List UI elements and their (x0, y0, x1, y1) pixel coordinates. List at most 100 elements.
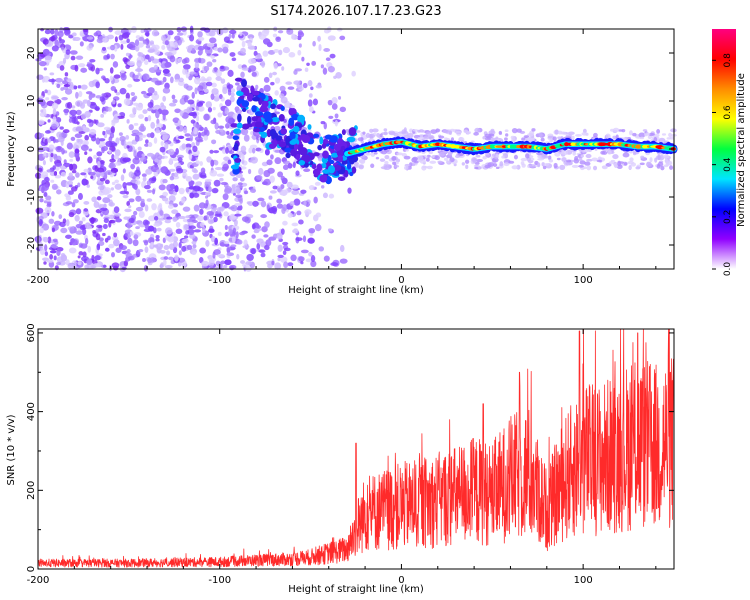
spectrogram-dot (71, 105, 76, 109)
spectrogram-dot (287, 86, 295, 90)
spectrogram-dot (185, 230, 190, 235)
spectrogram-ridge-blob (336, 149, 345, 157)
spectrogram-dot (74, 214, 80, 222)
spectrogram-dot (223, 156, 230, 161)
spectrogram-dot (77, 261, 82, 266)
spectrogram-dot (141, 173, 147, 178)
spectrogram-ridge-blob (333, 164, 342, 171)
spectrogram-dot (216, 173, 225, 177)
spectrogram-dot (482, 155, 487, 160)
spectrogram-dot (235, 82, 240, 86)
spectrogram-dot (592, 165, 598, 171)
spectrogram-dot (231, 88, 236, 93)
spectrogram-ridge-blob (301, 134, 311, 144)
spectrogram-dot (146, 189, 153, 193)
spectrogram-dot (426, 165, 433, 170)
spectrogram-ridge-blob (250, 85, 255, 93)
spectrogram-dot (111, 154, 115, 160)
spectrogram-dot (86, 184, 90, 188)
spectrogram-ridge-blob (333, 143, 342, 152)
spectrogram-dot (193, 229, 202, 233)
spectrogram-dot (217, 231, 222, 237)
spectrogram-dot (135, 226, 140, 230)
colorbar-tick-label: 0.0 (723, 262, 733, 277)
spectrogram-dot (114, 149, 121, 157)
spectrogram-dot (76, 121, 80, 125)
spectrogram-ridge-blob (290, 148, 296, 157)
spectrogram-dot (110, 44, 116, 51)
spectrogram-dot (51, 211, 55, 217)
spectrogram-dot (79, 41, 84, 47)
spectrogram-ridge-blob (313, 133, 320, 138)
spectrogram-dot (224, 225, 228, 230)
spectrogram-dot (208, 259, 215, 267)
spectrogram-dot (223, 211, 229, 217)
spectrogram-dot (531, 128, 536, 132)
spectrogram-dot (303, 168, 311, 173)
spectrogram-dot (350, 141, 355, 146)
spectrogram-dot (131, 106, 137, 115)
spectrogram-dot (313, 196, 318, 204)
spectrogram-dot (156, 154, 163, 160)
spectrogram-dot (46, 201, 52, 206)
spectrogram-dot (162, 76, 167, 83)
spectrogram-dot (322, 192, 328, 199)
spectrogram-dot (277, 171, 284, 178)
spectrogram-dot (607, 150, 612, 155)
spectrogram-dot (282, 241, 289, 246)
spectrogram-dot (159, 146, 166, 153)
spectrogram-dot (540, 137, 545, 142)
spectrogram-dot (327, 35, 336, 41)
spectrogram-dot (383, 128, 388, 132)
spectrogram-dot (194, 87, 198, 95)
spectrogram-dot (281, 66, 285, 71)
spectrogram-dot (78, 251, 84, 256)
spectrogram-dot (409, 128, 413, 133)
spectrogram-dot (304, 67, 309, 72)
spectrogram-dot (133, 234, 139, 240)
spectrogram-dot (60, 227, 68, 234)
spectrogram-dot (222, 46, 229, 54)
spectrogram-dot (213, 179, 221, 187)
spectrogram-dot (255, 147, 262, 152)
spectrogram-dot (135, 39, 140, 47)
spectrogram-dot (137, 72, 141, 77)
spectrogram-dot (174, 73, 181, 81)
spectrogram-dot (131, 25, 137, 34)
spectrogram-dot (632, 132, 637, 137)
spectrogram-dot (575, 134, 582, 137)
spectrogram-dot (214, 160, 219, 166)
spectrogram-dot (42, 257, 49, 261)
spectrogram-dot (47, 138, 52, 143)
spectrogram-dot (140, 198, 145, 203)
spectrogram-dot (44, 89, 48, 94)
spectrogram-dot (360, 137, 364, 141)
spectrogram-dot (127, 237, 133, 245)
spectrogram-dot (62, 218, 67, 224)
spectrogram-dot (231, 184, 236, 189)
spectrogram-dot (292, 161, 296, 169)
spectrogram-dot (62, 80, 68, 85)
spectrogram-dot (126, 249, 131, 254)
spectrogram-dot (172, 117, 180, 123)
spectrogram-x-tick-label: 100 (574, 275, 593, 286)
spectrogram-dot (549, 139, 553, 143)
spectrogram-dot (193, 77, 201, 85)
spectrogram-dot (640, 155, 645, 159)
spectrogram-dot (39, 248, 45, 256)
spectrogram-dot (391, 155, 397, 161)
spectrogram-dot (99, 177, 106, 182)
spectrogram-dot (213, 46, 219, 51)
spectrogram-dot (283, 247, 291, 252)
spectrogram-dot (59, 65, 65, 71)
spectrogram-ridge-blob (327, 165, 336, 174)
spectrogram-dot (274, 77, 281, 84)
spectrogram-dot (231, 236, 236, 243)
spectrogram-dot (128, 205, 132, 209)
spectrogram-dot (216, 253, 225, 258)
spectrogram-dot (197, 36, 205, 41)
spectrogram-dot (312, 40, 316, 47)
spectrogram-dot (161, 45, 166, 50)
spectrogram-ridge-blob (322, 150, 329, 159)
spectrogram-dot (162, 178, 168, 184)
